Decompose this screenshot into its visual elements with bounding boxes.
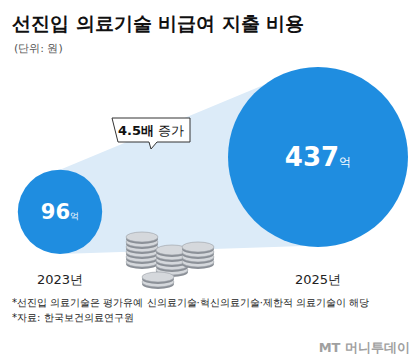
coins-illustration bbox=[126, 232, 214, 289]
annotation-box bbox=[112, 118, 190, 149]
coin bbox=[182, 242, 214, 252]
background bbox=[0, 0, 420, 363]
coin bbox=[126, 232, 158, 242]
value-number: 96 bbox=[41, 199, 70, 224]
category-label: 2025년 bbox=[295, 272, 341, 287]
value-unit: 억 bbox=[339, 155, 351, 169]
title: 선진입 의료기술 비급여 지출 비용 bbox=[12, 12, 304, 34]
value-number: 437 bbox=[285, 142, 339, 172]
chart-svg: 선진입 의료기술 비급여 지출 비용(단위: 원)96억437억2023년202… bbox=[0, 0, 420, 363]
value-label: 437억 bbox=[285, 142, 351, 172]
coin bbox=[142, 272, 174, 282]
footnote: *자료: 한국보건의료연구원 bbox=[12, 312, 134, 323]
footnote: *선진입 의료기술은 평가유예 신의료기술·혁신의료기술·제한적 의료기술이 해… bbox=[12, 297, 369, 308]
annotation-strong: 4.5배 bbox=[118, 123, 154, 138]
annotation-rest: 증가 bbox=[154, 123, 184, 138]
subtitle: (단위: 원) bbox=[14, 42, 63, 55]
value-unit: 억 bbox=[70, 211, 79, 221]
bubbles bbox=[18, 67, 408, 254]
bubble bbox=[228, 67, 408, 247]
category-label: 2023년 bbox=[37, 272, 83, 287]
annotation: 4.5배 증가 bbox=[118, 123, 184, 138]
bubble bbox=[18, 170, 102, 254]
logo: MT 머니투데이 bbox=[319, 340, 410, 355]
value-label: 96억 bbox=[41, 199, 79, 224]
